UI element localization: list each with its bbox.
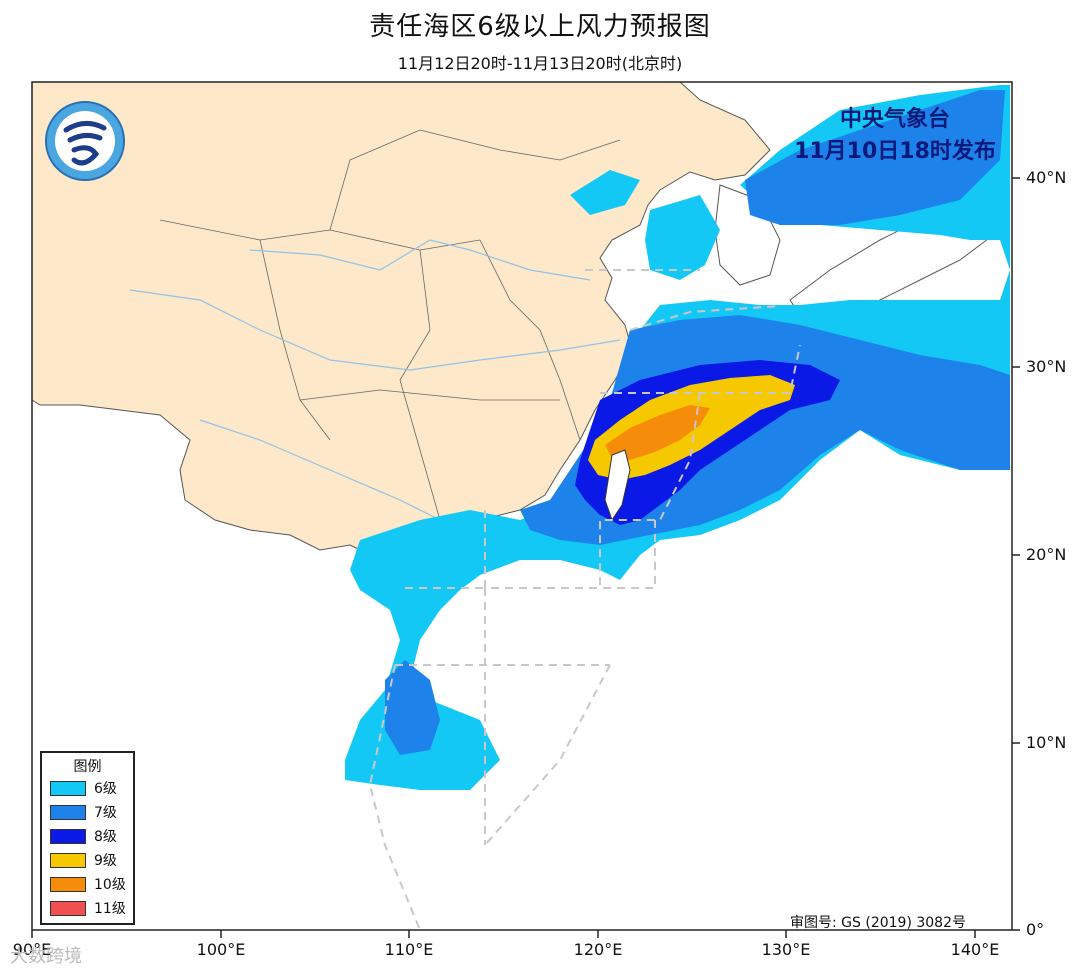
lon-tick-label: 140°E xyxy=(950,940,1000,959)
map-subtitle: 11月12日20时-11月13日20时(北京时) xyxy=(397,54,683,73)
issue-time: 11月10日18时发布 xyxy=(794,139,996,164)
lon-tick-label: 110°E xyxy=(384,940,434,959)
lon-tick-label: 100°E xyxy=(196,940,246,959)
issuer-name: 中央气象台 xyxy=(839,107,950,132)
legend-swatch xyxy=(50,853,86,868)
legend-label: 10级 xyxy=(94,877,126,893)
legend-item: 6级 xyxy=(42,776,133,800)
issuer-block: 中央气象台 11月10日18时发布 xyxy=(780,104,1010,168)
legend-item: 7级 xyxy=(42,800,133,824)
legend-label: 11级 xyxy=(94,901,126,917)
lon-tick-label: 120°E xyxy=(573,940,623,959)
legend-swatch xyxy=(50,877,86,892)
map-title: 责任海区6级以上风力预报图 xyxy=(369,12,711,42)
legend-item: 10级 xyxy=(42,872,133,896)
legend-swatch xyxy=(50,829,86,844)
sea-area-boundaries xyxy=(368,269,801,931)
watermark: 大数跨境 xyxy=(10,946,82,967)
lon-tick-label: 90°E xyxy=(12,940,52,959)
legend-item: 11级 xyxy=(42,896,133,920)
legend-label: 7级 xyxy=(94,805,117,821)
approval-number: 审图号: GS (2019) 3082号 xyxy=(790,915,966,931)
legend-label: 6级 xyxy=(94,781,117,797)
legend-swatch xyxy=(50,781,86,796)
legend-label: 8级 xyxy=(94,829,117,845)
lat-tick-label: 20°N xyxy=(1026,545,1067,564)
legend-item: 9级 xyxy=(42,848,133,872)
legend-swatch xyxy=(50,805,86,820)
legend-item: 8级 xyxy=(42,824,133,848)
cma-logo-icon xyxy=(45,101,125,181)
lat-tick-label: 0° xyxy=(1026,920,1045,939)
legend-title: 图例 xyxy=(73,759,102,775)
rivers xyxy=(129,239,621,521)
wind-zones xyxy=(345,85,1010,790)
legend-swatch xyxy=(50,901,86,916)
province-borders xyxy=(159,129,621,521)
lat-tick-label: 40°N xyxy=(1026,168,1067,187)
lat-tick-label: 30°N xyxy=(1026,357,1067,376)
lat-tick-label: 10°N xyxy=(1026,733,1067,752)
legend-label: 9级 xyxy=(94,853,117,869)
map-frame xyxy=(31,81,1013,931)
tick-marks xyxy=(31,177,1020,938)
lon-tick-label: 130°E xyxy=(761,940,811,959)
legend: 图例 6级 7级 8级 9级 10级 11级 xyxy=(40,751,135,925)
